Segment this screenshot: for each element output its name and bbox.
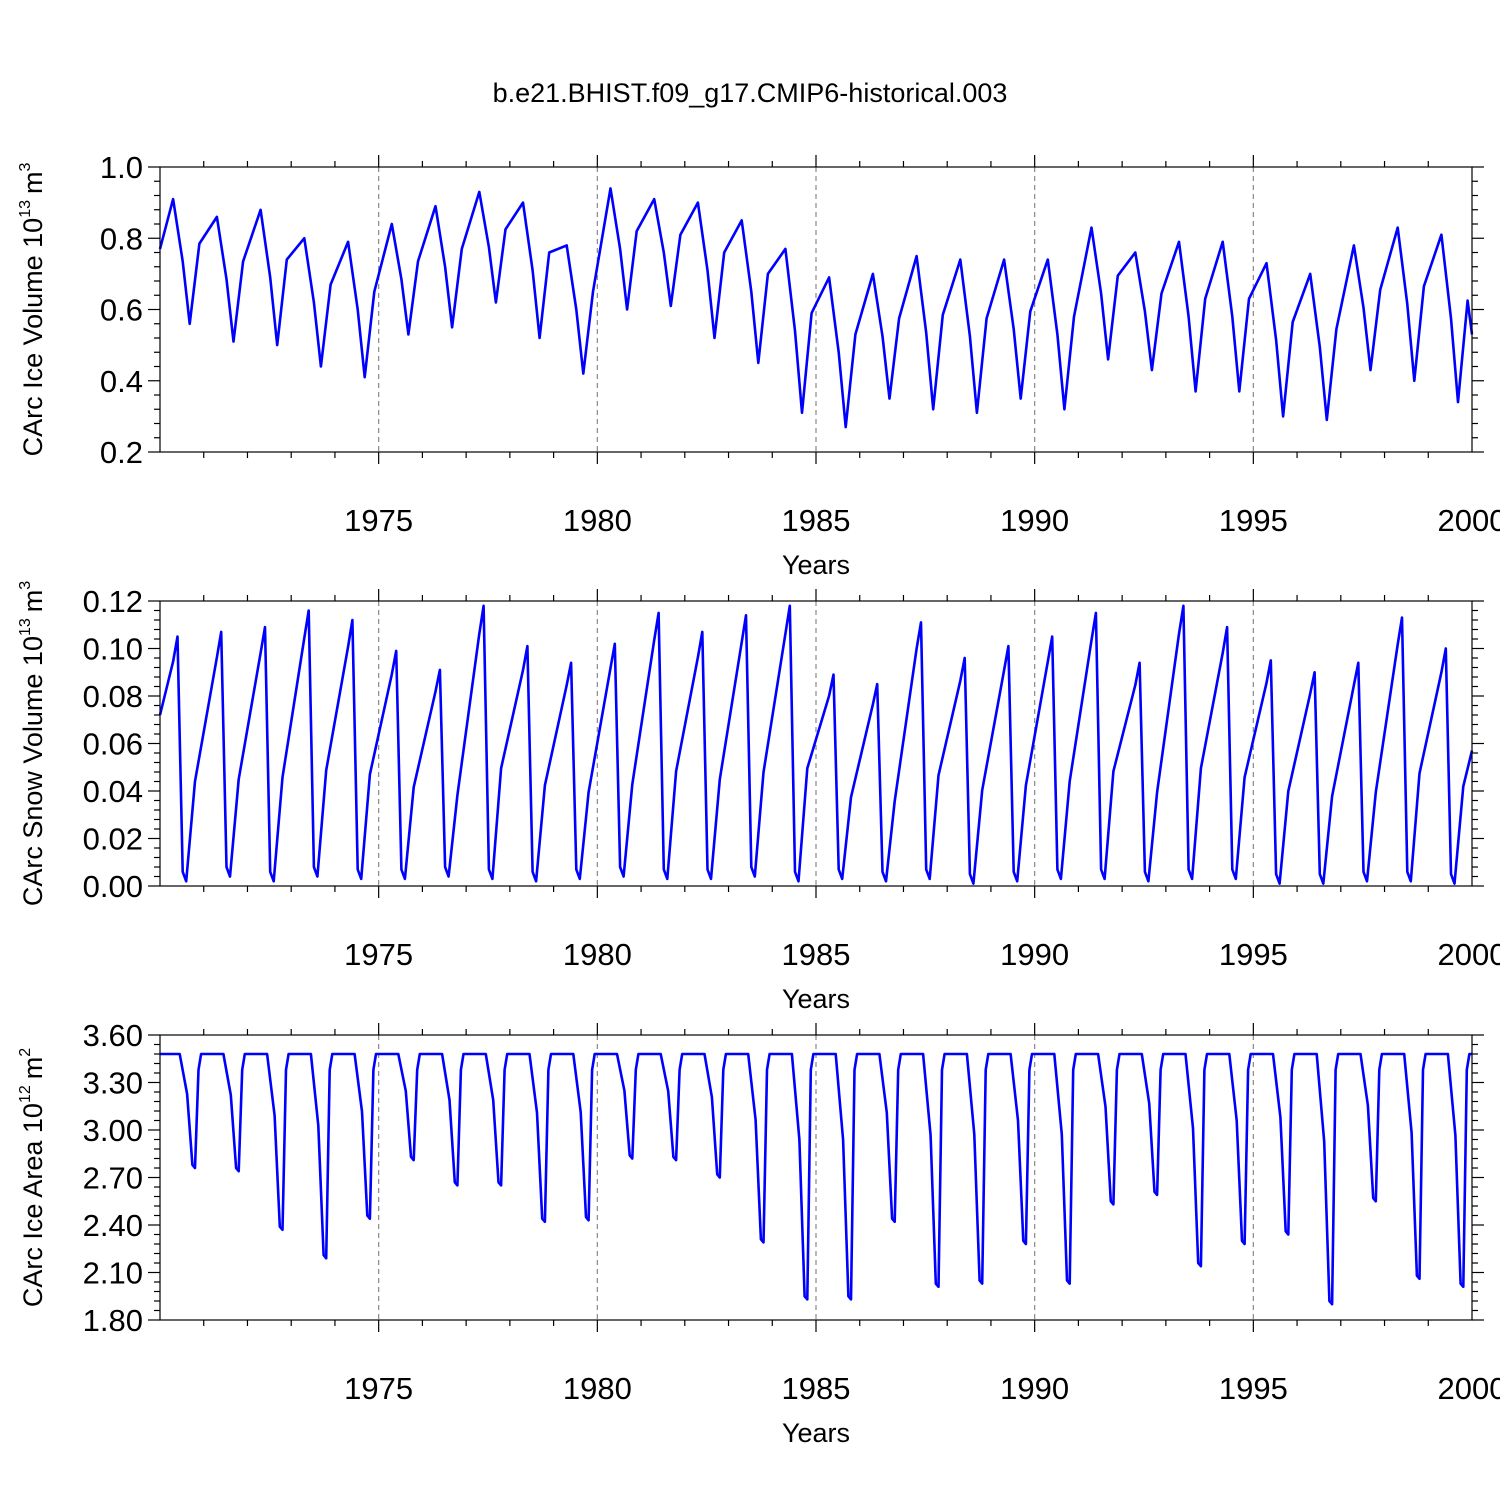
y-axis-label-unit-exponent: 2 <box>17 1048 34 1057</box>
y-tick-label: 0.2 <box>100 435 143 470</box>
x-axis-label: Years <box>782 1418 850 1448</box>
plot-frame <box>159 600 1473 887</box>
x-tick-label-1985: 1985 <box>782 937 851 972</box>
y-axis-label-unit: m <box>18 590 48 613</box>
x-tick-label-1985: 1985 <box>782 1371 851 1406</box>
x-tick-label-1980: 1980 <box>563 1371 632 1406</box>
y-axis-label: CArc Snow Volume 1013 m3 <box>17 581 48 906</box>
y-axis-label: CArc Ice Volume 1013 m3 <box>17 162 48 456</box>
y-tick-label: 2.10 <box>83 1256 143 1291</box>
y-tick-label: 0.4 <box>100 364 143 399</box>
x-tick-label-1980: 1980 <box>563 503 632 538</box>
y-axis-label-unit-exponent: 3 <box>17 162 34 171</box>
figure-title: b.e21.BHIST.f09_g17.CMIP6-historical.003 <box>493 78 1008 108</box>
y-tick-label: 3.00 <box>83 1113 143 1148</box>
x-tick-label-1990: 1990 <box>1000 1371 1069 1406</box>
y-tick-label: 0.00 <box>83 869 143 904</box>
y-axis-label-unit-exponent: 3 <box>17 581 34 590</box>
x-tick-label-1985: 1985 <box>782 503 851 538</box>
y-tick-label: 0.10 <box>83 632 143 667</box>
x-tick-label-1975: 1975 <box>344 1371 413 1406</box>
x-tick-label-1995: 1995 <box>1219 503 1288 538</box>
y-axis-label-exponent: 13 <box>17 618 34 636</box>
y-tick-label: 0.04 <box>83 774 143 809</box>
y-tick-label: 0.02 <box>83 822 143 857</box>
x-tick-label-2000: 2000 <box>1438 1371 1500 1406</box>
x-axis-label: Years <box>782 984 850 1014</box>
x-tick-label-2000: 2000 <box>1438 503 1500 538</box>
y-tick-label: 1.0 <box>100 150 143 185</box>
y-axis-label-text: CArc Ice Volume 10 <box>18 218 48 457</box>
y-tick-label: 0.08 <box>83 679 143 714</box>
y-axis-label-exponent: 13 <box>17 200 34 218</box>
series-line-snow-volume <box>158 604 1474 885</box>
panel-ice-area: 1.80 2.10 2.40 2.70 3.00 3.30 3.60 1975 1980 1985… <box>17 1018 1500 1448</box>
plot-frame <box>159 1034 1473 1321</box>
panel-ice-volume: 0.2 0.4 0.6 0.8 1.0 1975 1980 1985 1990 1995 2000 Y… <box>17 150 1500 580</box>
y-tick-label: 3.30 <box>83 1066 143 1101</box>
y-tick-label: 3.60 <box>83 1018 143 1053</box>
y-axis-label-text: CArc Ice Area 10 <box>18 1103 48 1307</box>
y-tick-label: 1.80 <box>83 1303 143 1338</box>
y-axis-label-text: CArc Snow Volume 10 <box>18 636 48 906</box>
x-tick-label-1995: 1995 <box>1219 937 1288 972</box>
y-tick-label: 2.40 <box>83 1208 143 1243</box>
panel-snow-volume: 0.00 0.02 0.04 0.06 0.08 0.10 0.12 1975 1980 1985… <box>17 581 1500 1014</box>
x-axis-label: Years <box>782 550 850 580</box>
y-tick-label: 0.8 <box>100 221 143 256</box>
series-line-ice-area <box>160 1052 1472 1306</box>
x-tick-label-2000: 2000 <box>1438 937 1500 972</box>
x-tick-label-1995: 1995 <box>1219 1371 1288 1406</box>
y-tick-label: 0.12 <box>83 584 143 619</box>
y-tick-label: 2.70 <box>83 1161 143 1196</box>
x-tick-label-1990: 1990 <box>1000 503 1069 538</box>
y-axis-label-unit: m <box>18 1057 48 1080</box>
y-axis-label: CArc Ice Area 1012 m2 <box>17 1048 48 1307</box>
x-tick-label-1980: 1980 <box>563 937 632 972</box>
y-axis-label-unit: m <box>18 171 48 194</box>
series-line-ice-volume <box>158 187 1474 429</box>
y-tick-label: 0.6 <box>100 293 143 328</box>
x-tick-label-1990: 1990 <box>1000 937 1069 972</box>
y-tick-label: 0.06 <box>83 727 143 762</box>
x-tick-label-1975: 1975 <box>344 503 413 538</box>
y-axis-label-exponent: 12 <box>17 1085 34 1103</box>
plot-frame <box>159 166 1473 453</box>
x-tick-label-1975: 1975 <box>344 937 413 972</box>
